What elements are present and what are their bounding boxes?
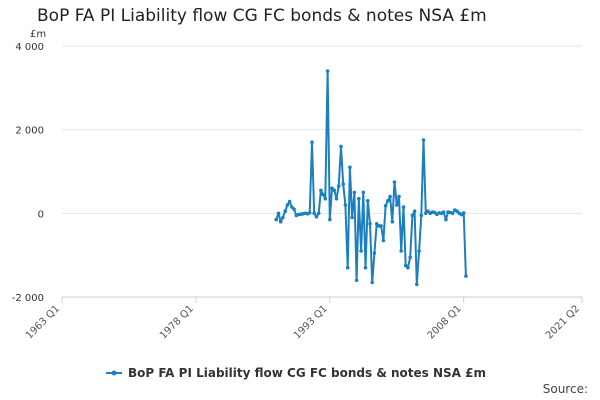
data-point[interactable]: [410, 213, 415, 218]
data-point[interactable]: [312, 211, 317, 216]
data-point[interactable]: [383, 204, 388, 208]
data-point[interactable]: [370, 280, 375, 285]
data-point[interactable]: [310, 140, 314, 144]
data-point[interactable]: [368, 222, 372, 226]
data-point[interactable]: [386, 199, 390, 203]
data-point[interactable]: [350, 215, 354, 220]
y-axis: 4 000 2 000 0 -2 000: [12, 42, 44, 304]
data-point[interactable]: [348, 165, 352, 170]
data-point[interactable]: [361, 190, 366, 195]
data-point[interactable]: [408, 255, 413, 260]
data-point[interactable]: [341, 182, 346, 186]
data-point[interactable]: [283, 209, 288, 213]
series-layer: [274, 69, 468, 287]
y-tick-label: 0: [38, 209, 44, 220]
x-tick-label: 1993 Q1: [292, 303, 330, 341]
y-tick-label: 4 000: [15, 42, 44, 53]
data-point[interactable]: [401, 205, 406, 209]
data-point[interactable]: [455, 209, 459, 213]
data-point[interactable]: [332, 188, 337, 193]
data-point[interactable]: [281, 215, 285, 220]
data-point[interactable]: [319, 188, 323, 193]
x-tick-label: 2021 Q2: [544, 303, 582, 341]
data-point[interactable]: [363, 265, 368, 270]
x-tick-label: 1978 Q1: [158, 303, 196, 341]
data-point[interactable]: [392, 180, 397, 184]
data-point[interactable]: [444, 217, 448, 222]
data-point[interactable]: [461, 211, 466, 215]
data-point[interactable]: [328, 217, 332, 222]
data-point[interactable]: [352, 190, 357, 195]
data-point[interactable]: [336, 184, 341, 188]
data-point[interactable]: [417, 249, 421, 253]
legend[interactable]: BoP FA PI Liability flow CG FC bonds & n…: [106, 366, 486, 380]
y-tick-label: -2 000: [12, 293, 44, 304]
chart-title: BoP FA PI Liability flow CG FC bonds & n…: [37, 6, 487, 26]
data-point[interactable]: [345, 265, 350, 270]
y-tick-label: 2 000: [15, 126, 44, 137]
legend-marker: [111, 370, 117, 376]
data-point[interactable]: [395, 203, 399, 207]
data-point[interactable]: [307, 211, 312, 215]
data-point[interactable]: [381, 238, 386, 243]
x-tick-label: 2008 Q1: [426, 303, 464, 341]
x-axis: 1963 Q1 1978 Q1 1993 Q1 2008 Q1 2021 Q2: [24, 296, 583, 341]
data-point[interactable]: [450, 211, 455, 216]
data-point[interactable]: [278, 219, 283, 224]
data-point[interactable]: [334, 196, 339, 201]
data-point[interactable]: [323, 196, 328, 201]
data-point[interactable]: [292, 207, 296, 211]
data-point[interactable]: [388, 194, 392, 199]
data-point[interactable]: [330, 186, 334, 190]
data-point[interactable]: [287, 199, 292, 204]
gridlines: [62, 45, 582, 298]
data-point[interactable]: [372, 251, 377, 255]
data-point[interactable]: [399, 249, 404, 253]
data-point[interactable]: [314, 214, 319, 219]
data-point[interactable]: [276, 211, 281, 216]
data-point[interactable]: [359, 249, 363, 253]
data-point[interactable]: [357, 196, 361, 201]
source-label: Source:: [543, 382, 588, 396]
y-unit-label: £m: [30, 29, 46, 40]
data-point[interactable]: [339, 144, 343, 149]
series-line: [275, 70, 467, 286]
data-point[interactable]: [316, 211, 321, 216]
data-point[interactable]: [464, 274, 468, 278]
data-point[interactable]: [397, 194, 401, 199]
x-tick-label: 1963 Q1: [24, 303, 62, 341]
data-point[interactable]: [379, 224, 383, 228]
data-point[interactable]: [321, 192, 325, 197]
data-point[interactable]: [285, 203, 290, 207]
data-point[interactable]: [406, 265, 410, 270]
data-point[interactable]: [366, 199, 370, 203]
data-point[interactable]: [343, 203, 348, 207]
data-point[interactable]: [415, 282, 419, 287]
data-point[interactable]: [421, 138, 426, 142]
data-point[interactable]: [325, 69, 330, 73]
data-point[interactable]: [354, 278, 359, 283]
data-point[interactable]: [419, 213, 424, 218]
legend-label: BoP FA PI Liability flow CG FC bonds & n…: [128, 366, 486, 380]
data-point[interactable]: [412, 209, 417, 213]
data-point[interactable]: [441, 210, 446, 214]
data-point[interactable]: [274, 217, 279, 222]
data-point[interactable]: [390, 219, 395, 224]
